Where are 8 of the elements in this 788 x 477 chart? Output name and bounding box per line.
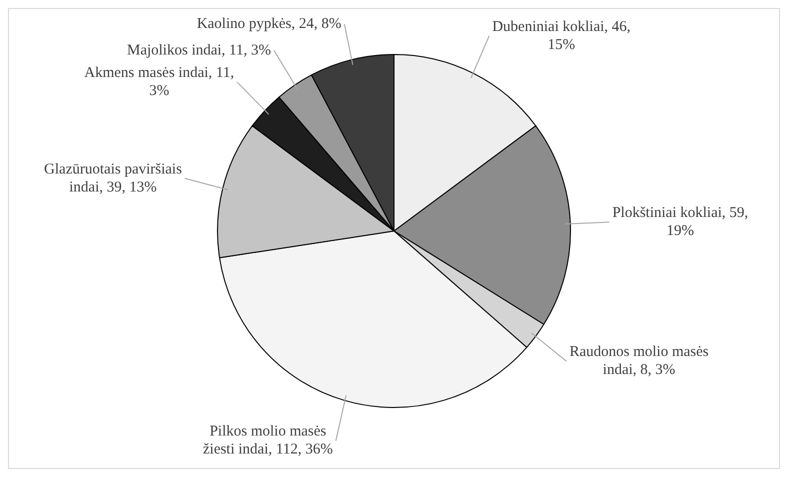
slice-label: Pilkos molio masės žiesti indai, 112, 36%	[202, 424, 333, 458]
slice-label: Plokštiniai kokliai, 59, 19%	[612, 205, 748, 240]
slice-label: Kaolino pypkės, 24, 8%	[196, 16, 342, 32]
slice-label: Raudonos molio masės indai, 8, 3%	[569, 344, 709, 378]
slice-label: Dubeniniai kokliai, 46, 15%	[492, 18, 631, 53]
slice-label: Glazūruotais paviršiais indai, 39, 13%	[44, 161, 182, 196]
slice-label: Majolikos indai, 11, 3%	[126, 42, 272, 58]
slice-label: Akmens masės indai, 11, 3%	[84, 65, 234, 100]
